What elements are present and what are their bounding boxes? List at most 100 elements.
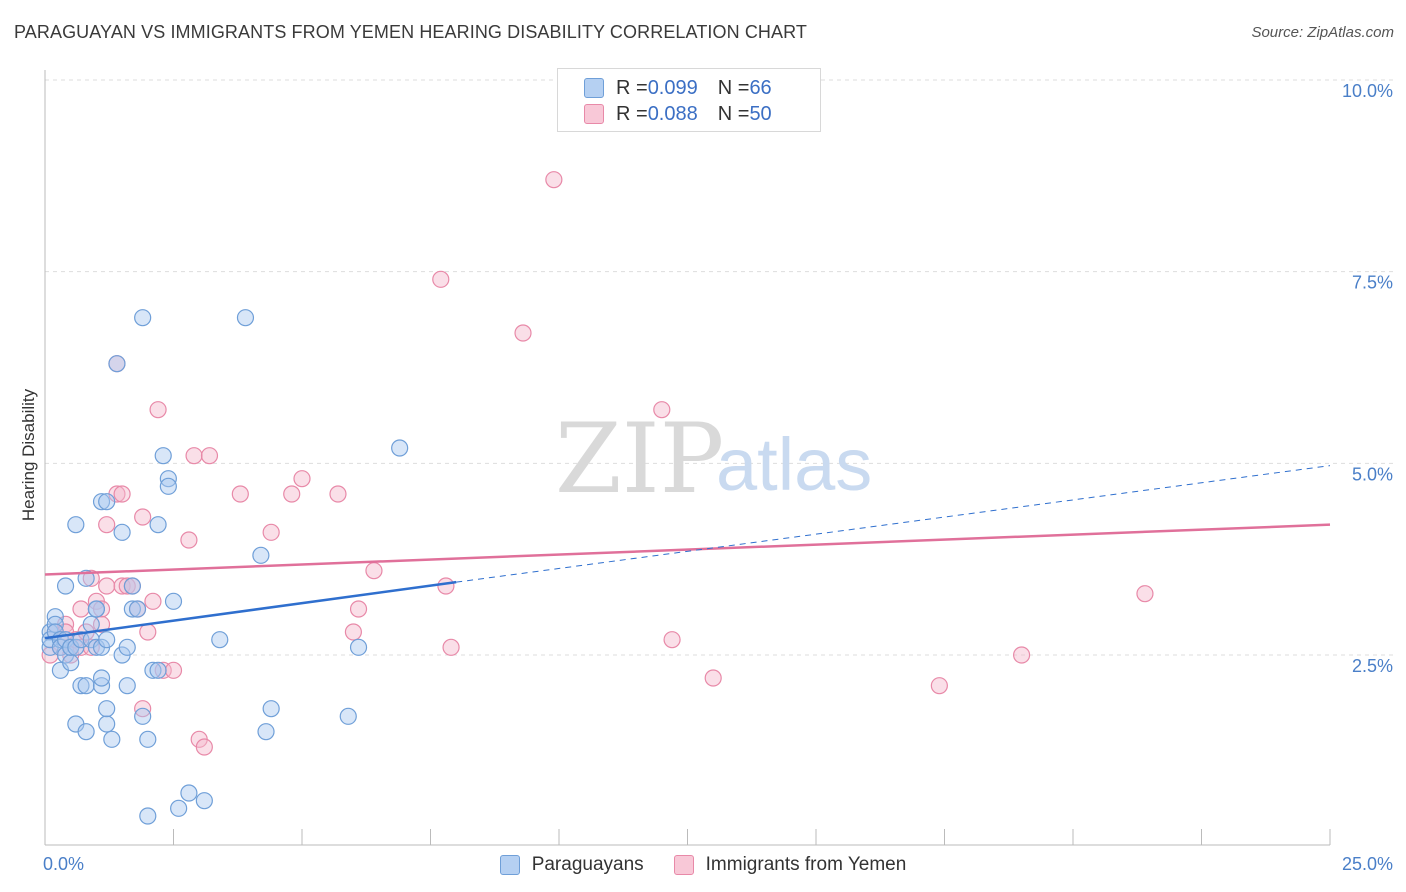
data-point-paraguayans <box>98 715 116 733</box>
bottom-legend-label: Immigrants from Yemen <box>705 854 907 875</box>
data-point-paraguayans <box>77 569 95 587</box>
legend-swatch-pink <box>584 104 604 124</box>
data-point-yemen <box>283 485 301 503</box>
data-point-paraguayans <box>180 784 198 802</box>
series-yemen-points <box>41 171 1154 756</box>
data-point-paraguayans <box>252 546 270 564</box>
data-point-paraguayans <box>149 516 167 534</box>
data-point-paraguayans <box>123 577 141 595</box>
data-point-yemen <box>293 470 311 488</box>
legend-n-label: N = <box>717 102 750 125</box>
data-point-yemen <box>149 401 167 419</box>
data-point-yemen <box>442 638 460 656</box>
bottom-legend: Paraguayans Immigrants from Yemen <box>0 852 1406 878</box>
data-point-paraguayans <box>77 723 95 741</box>
watermark: ZIP atlas <box>555 403 872 515</box>
data-point-paraguayans <box>149 661 167 679</box>
legend-r-value: 0.088 <box>647 102 698 125</box>
data-point-paraguayans <box>159 477 177 495</box>
legend-n-label: N = <box>717 76 750 99</box>
data-point-yemen <box>231 485 249 503</box>
tick-labels: 2.5% 5.0% 7.5% 10.0% 0.0% 25.0% <box>43 81 1393 874</box>
data-point-paraguayans <box>128 600 147 618</box>
data-point-yemen <box>432 270 450 288</box>
gridlines <box>45 79 1395 656</box>
data-point-paraguayans <box>56 577 75 595</box>
data-point-paraguayans <box>72 677 90 695</box>
data-point-paraguayans <box>154 447 172 465</box>
bottom-legend-swatch-pink <box>673 855 694 875</box>
data-point-yemen <box>704 669 722 687</box>
bottom-legend-swatch-blue <box>499 855 520 875</box>
y-tick-label: 10.0% <box>1342 81 1393 101</box>
data-point-yemen <box>344 623 362 641</box>
data-point-yemen <box>262 523 280 541</box>
data-point-paraguayans <box>67 516 85 534</box>
data-point-paraguayans <box>139 807 157 825</box>
data-point-paraguayans <box>62 654 80 672</box>
bottom-legend-yemen: Immigrants from Yemen <box>673 852 907 878</box>
data-point-paraguayans <box>262 700 280 718</box>
data-point-paraguayans <box>87 600 106 618</box>
data-point-yemen <box>663 631 681 649</box>
data-point-paraguayans <box>349 638 368 656</box>
data-point-paraguayans <box>92 669 111 687</box>
data-point-paraguayans <box>92 493 111 511</box>
bottom-legend-paraguayans: Paraguayans <box>499 852 644 878</box>
y-axis-label: Hearing Disability <box>19 388 38 521</box>
data-point-yemen <box>134 508 152 526</box>
data-point-yemen <box>118 577 136 595</box>
legend-n-value: 66 <box>749 76 772 99</box>
data-point-yemen <box>437 577 455 595</box>
data-point-paraguayans <box>236 309 255 327</box>
data-point-paraguayans <box>118 638 136 656</box>
watermark-zip: ZIP <box>555 403 724 515</box>
data-point-yemen <box>185 447 203 465</box>
trend-line-paraguayans <box>44 580 457 640</box>
x-tick-label: 25.0% <box>1342 854 1393 874</box>
data-point-yemen <box>98 516 116 534</box>
legend-r-value: 0.099 <box>647 76 698 99</box>
data-point-paraguayans <box>134 707 152 725</box>
data-point-yemen <box>329 485 347 503</box>
data-point-paraguayans <box>113 523 131 541</box>
data-point-paraguayans <box>195 792 213 810</box>
data-point-yemen <box>139 623 157 641</box>
data-point-paraguayans <box>164 592 183 610</box>
chart-title: PARAGUAYAN VS IMMIGRANTS FROM YEMEN HEAR… <box>14 22 807 42</box>
data-point-yemen <box>113 485 131 503</box>
data-point-yemen <box>164 661 183 679</box>
data-point-paraguayans <box>98 700 116 718</box>
data-point-yemen <box>349 600 368 618</box>
y-tick-label: 7.5% <box>1352 273 1393 293</box>
legend-row-paraguayans: R = 0.099 N = 66 <box>584 76 772 100</box>
data-point-paraguayans <box>170 799 188 817</box>
y-tick-label: 2.5% <box>1352 656 1393 676</box>
data-point-paraguayans <box>118 677 136 695</box>
data-point-yemen <box>98 577 116 595</box>
x-tick-label: 0.0% <box>43 854 84 874</box>
data-point-paraguayans <box>98 631 116 649</box>
trend-lines <box>44 465 1331 640</box>
data-point-paraguayans <box>144 661 162 679</box>
data-point-yemen <box>144 592 162 610</box>
stats-legend: R = 0.099 N = 66 R = 0.088 N = 50 <box>557 68 821 132</box>
data-point-paraguayans <box>139 730 157 748</box>
data-point-paraguayans <box>103 730 121 748</box>
axes <box>44 70 1331 846</box>
trend-line-yemen <box>44 523 1331 576</box>
series-paraguayans-points <box>41 309 409 825</box>
data-point-yemen <box>514 324 532 342</box>
data-point-paraguayans <box>257 723 275 741</box>
trend-line-paraguayans-extension <box>456 465 1331 583</box>
legend-row-yemen: R = 0.088 N = 50 <box>584 102 772 126</box>
legend-r-label: R = <box>616 102 648 125</box>
legend-r-label: R = <box>616 76 648 99</box>
data-point-yemen <box>930 677 948 695</box>
data-point-paraguayans <box>108 355 126 373</box>
data-point-yemen <box>72 600 90 618</box>
watermark-atlas: atlas <box>716 423 872 506</box>
legend-n-value: 50 <box>749 102 772 125</box>
y-tick-label: 5.0% <box>1352 464 1393 484</box>
